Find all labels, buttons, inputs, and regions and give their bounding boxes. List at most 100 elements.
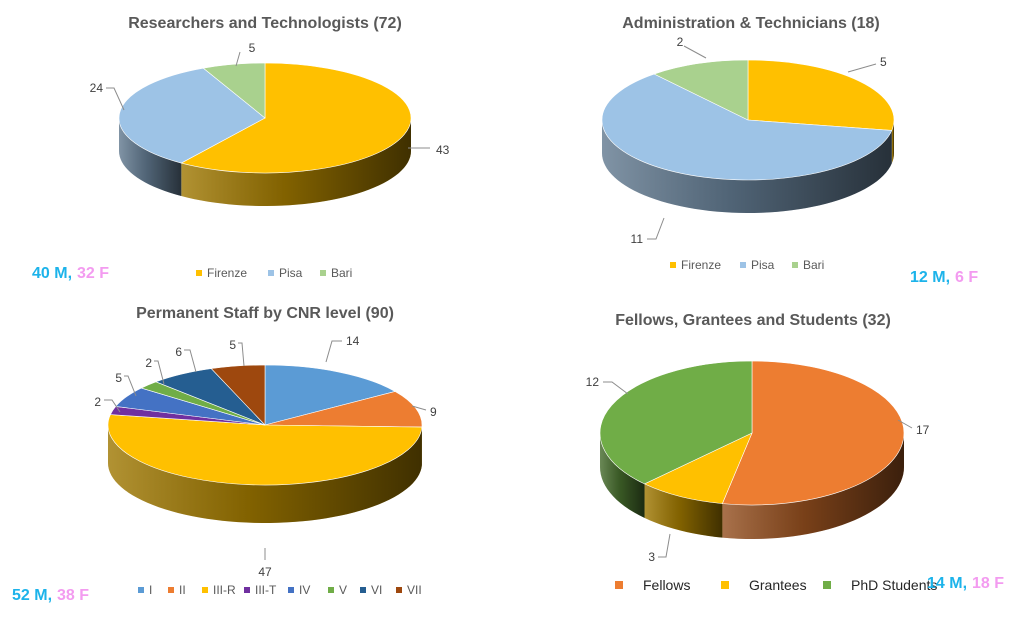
legend-item-firenze: Firenze — [196, 266, 247, 280]
data-label-fellows: 17 — [916, 423, 930, 437]
legend-item-pisa: Pisa — [268, 266, 303, 280]
legend-item-iv: IV — [288, 583, 310, 597]
legend-swatch — [202, 587, 208, 593]
legend-swatch — [320, 270, 326, 276]
legend-label: I — [149, 583, 152, 597]
data-label-phd-students: 12 — [586, 375, 600, 389]
female-count: 38 F — [57, 587, 89, 604]
female-count: 6 F — [955, 269, 978, 286]
chart-title-permanent-staff: Permanent Staff by CNR level (90) — [136, 305, 394, 322]
legend-label: Firenze — [681, 258, 721, 272]
leader-line — [238, 342, 245, 367]
legend-item-vii: VII — [396, 583, 422, 597]
male-count: 12 M, — [910, 269, 950, 286]
legend-swatch — [792, 262, 798, 268]
leader-line — [124, 375, 137, 397]
leader-line — [325, 340, 342, 363]
pie-side-walls — [602, 120, 894, 213]
legend-label: Bari — [803, 258, 824, 272]
data-label-vi: 6 — [175, 345, 182, 359]
legend-item-bari: Bari — [792, 258, 824, 272]
legend-label: V — [339, 583, 347, 597]
legend-swatch — [244, 587, 250, 593]
legend-label: II — [179, 583, 186, 597]
data-label-pisa: 11 — [631, 232, 644, 246]
data-label-bari: 2 — [677, 35, 684, 49]
legend-label: Firenze — [207, 266, 247, 280]
gender-count-researchers: 40 M, 32 F — [32, 265, 109, 282]
legend-label: VI — [371, 583, 382, 597]
male-count: 14 M, — [927, 575, 967, 592]
slice-ii — [264, 391, 423, 428]
leader-line — [603, 381, 629, 395]
slice-side-shading — [891, 120, 894, 164]
legend-item-phd-students: PhD Students — [823, 577, 937, 593]
data-label-i: 14 — [346, 334, 360, 348]
leader-line — [184, 349, 197, 373]
male-count: 52 M, — [12, 587, 52, 604]
legend-swatch — [721, 581, 729, 589]
legend-item-ii: II — [168, 583, 186, 597]
legend-label: Pisa — [279, 266, 303, 280]
legend-item-v: V — [328, 583, 347, 597]
slice-pisa — [601, 73, 893, 181]
legend-item-pisa: Pisa — [740, 258, 775, 272]
data-label-grantees: 3 — [648, 550, 655, 564]
legend-swatch — [288, 587, 294, 593]
legend-swatch — [328, 587, 334, 593]
legend-label: III-T — [255, 583, 277, 597]
legend-permanent-staff: I II III-R III-T IV V VI VII — [138, 583, 422, 597]
gender-count-fellows: 14 M, 18 F — [927, 575, 1004, 592]
gender-count-permanent-staff: 52 M, 38 F — [12, 587, 89, 604]
leader-line — [104, 399, 121, 413]
data-label-iii-r: 47 — [258, 565, 272, 579]
data-label-ii: 9 — [430, 405, 437, 419]
data-label-iii-t: 2 — [94, 395, 101, 409]
pie-top-faces — [599, 360, 905, 506]
pie-top-faces — [107, 364, 423, 486]
pie-side-walls — [108, 425, 422, 523]
slice-bari — [653, 59, 749, 121]
legend-researchers: Firenze Pisa Bari — [196, 266, 352, 280]
slice-grantees — [643, 432, 753, 504]
slice-pisa — [118, 67, 266, 164]
data-label-v: 2 — [145, 356, 152, 370]
leader-line — [683, 45, 707, 59]
legend-swatch — [823, 581, 831, 589]
data-label-iv: 5 — [115, 371, 122, 385]
leader-line — [154, 360, 165, 385]
slice-side-shading — [602, 120, 892, 213]
legend-label: PhD Students — [851, 577, 937, 593]
legend-swatch — [196, 270, 202, 276]
legend-swatch — [360, 587, 366, 593]
data-label-vii: 5 — [229, 338, 236, 352]
slice-fellows — [721, 360, 905, 506]
slice-side-shading — [108, 425, 422, 523]
gender-count-administration: 12 M, 6 F — [910, 269, 978, 286]
legend-label: Fellows — [643, 577, 690, 593]
slice-i — [264, 364, 396, 426]
legend-label: Pisa — [751, 258, 775, 272]
chart-title-fellows: Fellows, Grantees and Students (32) — [615, 312, 891, 329]
leader-line — [647, 217, 665, 240]
slice-firenze — [180, 62, 412, 174]
legend-swatch — [670, 262, 676, 268]
pie-data-labels: 5 11 2 — [631, 35, 887, 246]
slice-side-shading — [600, 433, 645, 518]
legend-label: Grantees — [749, 577, 807, 593]
slice-phd-students — [599, 360, 753, 485]
slice-side-shading — [181, 118, 411, 206]
slice-firenze — [747, 59, 895, 131]
pie-fellows: 17 3 12 — [586, 360, 930, 564]
female-count: 18 F — [972, 575, 1004, 592]
pie-data-labels: 43 24 5 — [90, 41, 450, 157]
legend-swatch — [168, 587, 174, 593]
legend-item-fellows: Fellows — [615, 577, 690, 593]
legend-swatch — [268, 270, 274, 276]
female-count: 32 F — [77, 265, 109, 282]
pie-data-labels: 17 3 12 — [586, 375, 930, 564]
legend-item-firenze: Firenze — [670, 258, 721, 272]
leader-line — [897, 419, 913, 429]
